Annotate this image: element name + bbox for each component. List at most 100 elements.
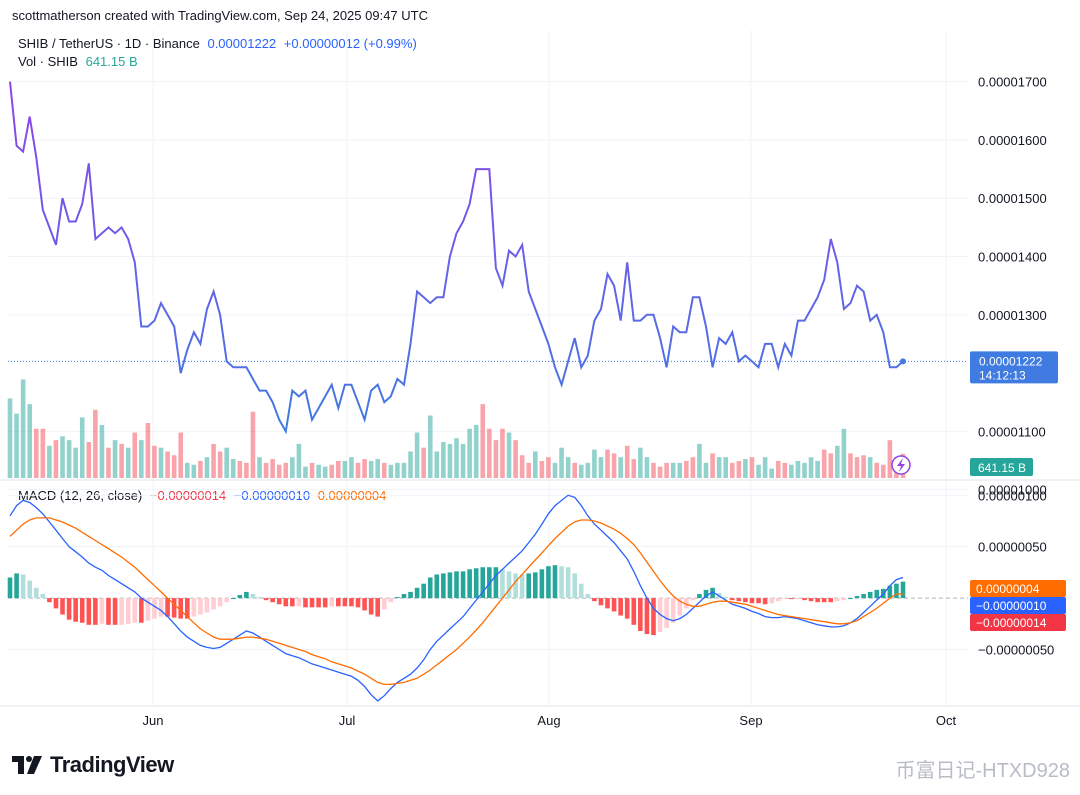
macd-hist-bar [441,573,446,599]
volume-bar [828,453,834,478]
price-axis-tick: 0.00001300 [978,308,1047,323]
volume-bar [7,398,13,478]
macd-hist-bar [395,597,400,599]
volume-bar [572,462,577,478]
volume-bar [27,404,32,478]
macd-hist-bar [73,598,78,622]
macd-hist-bar [500,569,505,599]
volume-bar [165,451,170,478]
tradingview-logo[interactable]: TradingView [12,752,174,778]
volume-bar [887,440,893,478]
macd-hist-bar [546,566,551,599]
volume-bar [316,464,321,478]
volume-bar [309,462,315,478]
macd-hist-bar [841,598,847,601]
volume-bar [638,447,643,478]
volume-bar [263,462,269,478]
volume-bar [362,459,367,478]
macd-hist-bar [651,598,656,636]
volume-bar [526,462,532,478]
macd-hist-bar [125,598,131,624]
macd-hist-bar [519,574,525,599]
macd-hist-bar [434,574,440,599]
volume-bar [710,453,715,478]
volume-bar [290,457,295,478]
volume-bar [204,457,210,478]
macd-hist-bar [139,598,144,623]
symbol-label: SHIB / TetherUS · 1D · Binance [18,36,200,51]
volume-bar [368,460,374,478]
macd-hist-bar [493,567,499,599]
macd-hist-bar [224,598,229,603]
volume-bar [762,457,768,478]
volume-bar [276,464,282,478]
macd-hist-bar [191,598,197,617]
volume-bar [808,457,814,478]
creator-attribution: scottmatherson created with TradingView.… [12,8,428,23]
macd-hist-bar [237,595,243,599]
volume-bar [775,460,781,478]
volume-bar [342,460,348,478]
macd-hist-bar [762,598,768,605]
macd-hist-bar [532,572,538,599]
volume-bar [821,449,827,478]
volume-bar [66,440,72,478]
macd-hist-bar [33,587,39,599]
macd-hist-bar [473,568,479,599]
volume-bar [795,460,801,478]
volume-bar [47,445,52,478]
symbol-legend[interactable]: SHIB / TetherUS · 1D · Binance 0.0000122… [18,36,421,51]
time-axis-label: Sep [739,713,762,728]
macd-hist-bar [414,587,420,599]
volume-bar [473,424,479,478]
volume-bar [861,455,866,478]
macd-hist-bar [684,598,689,609]
volume-bar [802,462,807,478]
macd-hist-bar [316,598,321,608]
volume-bar [441,442,446,478]
macd-hist-bar [552,565,558,599]
macd-hist-bar [624,598,630,619]
macd-hist-bar [821,598,827,603]
macd-hist-bar [329,598,335,607]
volume-bar [723,457,729,478]
time-axis-label: Aug [537,713,560,728]
macd-hist-bar [145,598,151,621]
price-axis-tick: 0.00001400 [978,250,1047,265]
time-axis-label: Jul [339,713,356,728]
volume-bar [690,457,696,478]
volume-legend[interactable]: Vol · SHIB 641.15 B [18,54,142,69]
volume-bar [506,432,512,478]
macd-hist-bar [835,598,840,602]
volume-bar [375,459,381,478]
macd-hist-bar [736,598,742,602]
macd-hist-bar [349,598,354,607]
macd-hist-bar [93,598,98,625]
macd-hist-bar [211,598,216,610]
macd-axis-tick: −0.00000050 [978,642,1054,657]
macd-hist-bar [303,598,308,608]
volume-bar [532,451,538,478]
macd-hist-bar [7,577,13,599]
volume-bar [605,449,610,478]
volume-bar [867,457,873,478]
volume-bar [500,428,505,478]
macd-hist-bar [887,585,893,599]
volume-bar [769,468,774,478]
volume-bar [697,443,702,478]
macd-hist-bar [152,598,157,619]
volume-bar [257,457,262,478]
macd-hist-bar [112,598,118,625]
volume-bar [349,457,354,478]
signal-badge: 0.00000004 [970,580,1066,597]
macd-hist-bar [618,598,623,616]
volume-bar [139,440,144,478]
price-axis-tick: 0.00001500 [978,191,1047,206]
signal-badge-text: 0.00000004 [976,582,1040,596]
macd-hist-bar [454,571,459,599]
macd-hist-bar [854,596,860,599]
volume-bar [73,447,78,478]
macd-hist-bar [598,598,604,606]
